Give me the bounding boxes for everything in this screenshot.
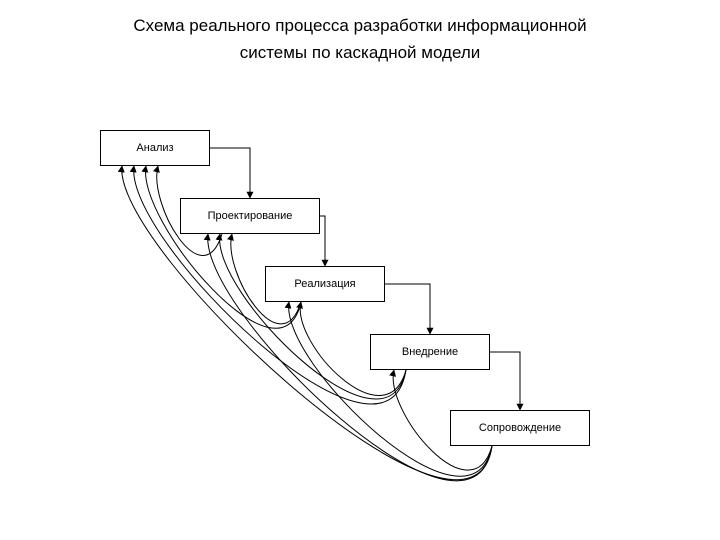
node-label: Сопровождение [479, 422, 561, 434]
diagram-canvas: Схема реального процесса разработки инфо… [0, 0, 720, 540]
title-line-2: системы по каскадной модели [240, 43, 481, 62]
diagram-title: Схема реального процесса разработки инфо… [0, 12, 720, 66]
node-label: Анализ [136, 142, 173, 154]
node-label: Проектирование [208, 210, 293, 222]
node-label: Реализация [294, 278, 355, 290]
node-implementation: Реализация [265, 266, 385, 302]
node-label: Внедрение [402, 346, 458, 358]
title-line-1: Схема реального процесса разработки инфо… [133, 16, 586, 35]
node-deployment: Внедрение [370, 334, 490, 370]
node-design: Проектирование [180, 198, 320, 234]
node-analysis: Анализ [100, 130, 210, 166]
node-maintenance: Сопровождение [450, 410, 590, 446]
